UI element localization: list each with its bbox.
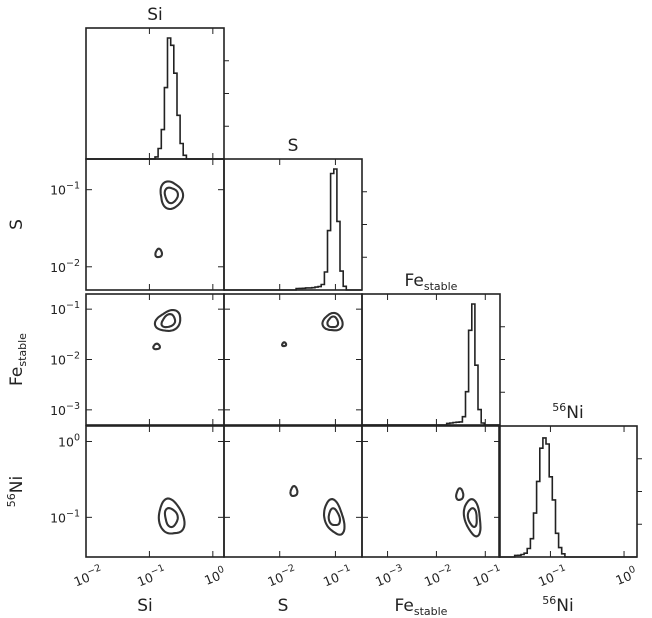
contour-outer — [322, 498, 346, 536]
histogram-s — [224, 168, 362, 291]
xlabel-fe: Festable — [395, 596, 448, 618]
panel-ni-ni — [498, 425, 642, 558]
histogram-ni — [499, 437, 637, 558]
panel-ni-fe — [361, 425, 501, 558]
x-tick-label: 10−2 — [265, 562, 299, 589]
histogram-fe — [362, 303, 500, 426]
contour-island — [455, 487, 465, 501]
contour-island — [281, 341, 288, 348]
ylabel-ni: 56Ni — [5, 476, 27, 507]
panel-ni-s — [223, 425, 363, 558]
xlabel-ni: 56Ni — [542, 594, 573, 616]
contour-inner — [327, 507, 342, 527]
x-tick-label: 10−2 — [71, 562, 105, 589]
ylabel-fe: Festable — [7, 333, 29, 386]
xlabel-s: S — [278, 596, 289, 616]
panel-fe-s — [223, 293, 363, 426]
x-tick-label: 10−3 — [372, 562, 406, 589]
panel-frame — [85, 293, 225, 426]
x-tick-label: 10−2 — [421, 562, 455, 589]
title-si: Si — [147, 5, 163, 25]
y-tick-label: 10−1 — [50, 181, 80, 198]
ylabel-s: S — [7, 219, 27, 230]
panel-frame — [223, 293, 363, 426]
panel-s-si — [85, 158, 225, 291]
panel-frame — [361, 425, 501, 558]
x-tick-label: 100 — [613, 564, 640, 588]
panel-fe-si — [85, 293, 225, 426]
histogram-si — [86, 37, 224, 160]
panel-si-si — [85, 27, 229, 160]
panel-s-s — [223, 158, 367, 291]
panel-frame — [223, 425, 363, 558]
y-tick-label: 10−2 — [50, 351, 80, 368]
y-tick-label: 10−1 — [50, 508, 80, 525]
contour-outer — [321, 311, 344, 332]
title-s: S — [288, 136, 299, 156]
title-ni: 56Ni — [552, 401, 583, 423]
panel-frame — [361, 293, 501, 426]
contour-inner — [163, 507, 179, 529]
contour-inner — [326, 315, 340, 329]
panel-frame — [498, 425, 638, 558]
panel-frame — [85, 158, 225, 291]
panel-frame — [85, 27, 225, 160]
contour-island — [154, 247, 164, 259]
panel-ni-si — [85, 425, 225, 558]
contour-outer — [159, 180, 185, 211]
x-tick-label: 10−1 — [320, 562, 354, 589]
x-tick-label: 10−1 — [134, 562, 168, 589]
y-tick-label: 10−1 — [50, 300, 80, 317]
contour-island — [289, 485, 299, 498]
xlabel-si: Si — [137, 596, 153, 616]
x-tick-label: 100 — [201, 564, 228, 588]
contour-inner — [160, 313, 177, 329]
title-fe: Festable — [405, 271, 458, 293]
y-tick-label: 10−3 — [50, 401, 80, 418]
y-tick-label: 10−2 — [50, 258, 80, 275]
contour-inner — [163, 186, 179, 205]
y-tick-label: 100 — [58, 432, 80, 449]
panel-frame — [85, 425, 225, 558]
contour-outer — [462, 498, 482, 538]
panel-fe-fe — [361, 293, 505, 426]
x-tick-label: 10−1 — [535, 562, 569, 589]
contour-outer — [153, 308, 182, 332]
contour-outer — [157, 497, 186, 535]
contour-inner — [466, 507, 478, 528]
contour-island — [152, 342, 161, 351]
x-tick-label: 10−1 — [470, 562, 504, 589]
